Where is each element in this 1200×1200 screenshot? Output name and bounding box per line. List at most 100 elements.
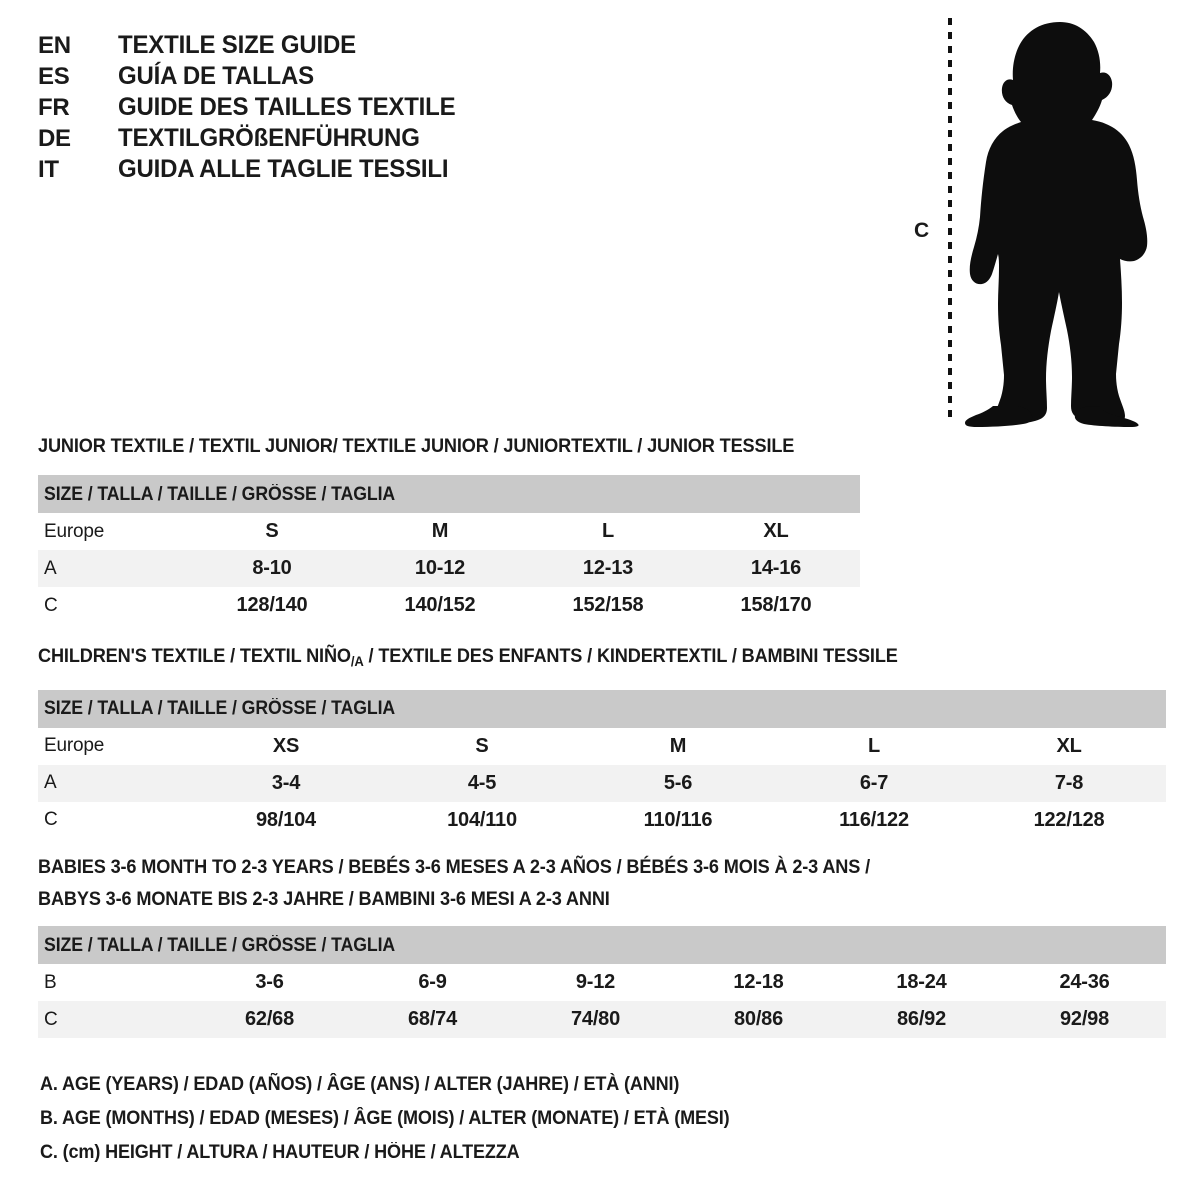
language-title-fr: GUIDE DES TAILLES TEXTILE <box>118 93 456 121</box>
measure-label-c: C <box>914 219 930 242</box>
size-table-babies: SIZE / TALLA / TAILLE / GRÖSSE / TAGLIA … <box>38 926 1167 1038</box>
row-label: B <box>38 964 188 1001</box>
cell: 12-18 <box>677 964 840 1001</box>
table-row: Europe S M L XL <box>38 513 860 550</box>
cell: 6-9 <box>351 964 514 1001</box>
cell: 86/92 <box>840 1001 1003 1038</box>
section-title-children-sub: /A <box>350 652 364 669</box>
language-row-it: IT GUIDA ALLE TAGLIE TESSILI <box>38 154 738 185</box>
cell: 18-24 <box>840 964 1003 1001</box>
size-table-junior: SIZE / TALLA / TAILLE / GRÖSSE / TAGLIA … <box>38 475 860 624</box>
language-title-de: TEXTILGRÖßENFÜHRUNG <box>118 124 420 152</box>
cell: 14-16 <box>692 550 860 587</box>
cell: 9-12 <box>514 964 677 1001</box>
language-row-fr: FR GUIDE DES TAILLES TEXTILE <box>38 92 738 123</box>
language-code-fr: FR <box>38 94 70 121</box>
row-label: A <box>38 764 188 802</box>
cell: 140/152 <box>356 587 524 624</box>
cell: 3-4 <box>188 764 384 802</box>
table-row: C 98/104 104/110 110/116 116/122 122/128 <box>38 801 1167 839</box>
cell: L <box>776 727 972 765</box>
size-table-children: SIZE / TALLA / TAILLE / GRÖSSE / TAGLIA … <box>38 689 1167 839</box>
language-code-en: EN <box>38 32 71 59</box>
cell: 6-7 <box>776 764 972 802</box>
language-title-en: TEXTILE SIZE GUIDE <box>118 31 356 59</box>
language-code-es: ES <box>38 63 70 90</box>
language-title-es: GUÍA DE TALLAS <box>118 62 314 90</box>
cell: 74/80 <box>514 1001 677 1038</box>
cell: M <box>356 513 524 550</box>
cell: 98/104 <box>188 801 384 839</box>
section-title-children-pre: CHILDREN'S TEXTILE / TEXTIL NIÑO <box>38 645 351 667</box>
child-silhouette-icon <box>960 18 1160 428</box>
legend-line-a: A. AGE (YEARS) / EDAD (AÑOS) / ÂGE (ANS)… <box>40 1068 730 1102</box>
section-junior-textile: JUNIOR TEXTILE / TEXTIL JUNIOR/ TEXTILE … <box>38 433 860 624</box>
table-bar-row: SIZE / TALLA / TAILLE / GRÖSSE / TAGLIA <box>38 689 1167 728</box>
language-header-block: EN TEXTILE SIZE GUIDE ES GUÍA DE TALLAS … <box>38 30 738 185</box>
cell: 110/116 <box>580 801 776 839</box>
legend-text-a: AGE (YEARS) / EDAD (AÑOS) / ÂGE (ANS) / … <box>61 1074 680 1095</box>
cell: 128/140 <box>188 587 356 624</box>
legend-text-c: (cm) HEIGHT / ALTURA / HAUTEUR / HÖHE / … <box>62 1142 520 1163</box>
legend-key-b: B. <box>40 1108 62 1129</box>
row-label: C <box>38 587 188 624</box>
size-bar-label-babies: SIZE / TALLA / TAILLE / GRÖSSE / TAGLIA <box>38 926 1167 964</box>
table-bar-row: SIZE / TALLA / TAILLE / GRÖSSE / TAGLIA <box>38 475 860 513</box>
legend-key-a: A. <box>40 1074 62 1095</box>
cell: 80/86 <box>677 1001 840 1038</box>
section-childrens-textile: CHILDREN'S TEXTILE / TEXTIL NIÑO/A / TEX… <box>38 643 1167 839</box>
table-row: B 3-6 6-9 9-12 12-18 18-24 24-36 <box>38 964 1167 1001</box>
measurement-legend: A. AGE (YEARS) / EDAD (AÑOS) / ÂGE (ANS)… <box>40 1068 766 1170</box>
cell: 158/170 <box>692 587 860 624</box>
table-row: A 8-10 10-12 12-13 14-16 <box>38 550 860 587</box>
table-row: A 3-4 4-5 5-6 6-7 7-8 <box>38 764 1167 802</box>
row-label: Europe <box>38 513 188 550</box>
language-code-de: DE <box>38 125 71 152</box>
table-row: C 62/68 68/74 74/80 80/86 86/92 92/98 <box>38 1001 1167 1038</box>
legend-text-b: AGE (MONTHS) / EDAD (MESES) / ÂGE (MOIS)… <box>61 1108 730 1129</box>
cell: 10-12 <box>356 550 524 587</box>
legend-key-c: C. <box>40 1142 63 1163</box>
language-row-es: ES GUÍA DE TALLAS <box>38 61 738 92</box>
language-row-en: EN TEXTILE SIZE GUIDE <box>38 30 738 61</box>
size-bar-label-junior: SIZE / TALLA / TAILLE / GRÖSSE / TAGLIA <box>38 475 860 513</box>
cell: 5-6 <box>580 764 776 802</box>
cell: XS <box>188 727 384 765</box>
section-title-children: CHILDREN'S TEXTILE / TEXTIL NIÑO/A / TEX… <box>38 643 1087 674</box>
cell: 104/110 <box>384 801 580 839</box>
height-measure-figure: C <box>900 8 1170 428</box>
cell: 12-13 <box>524 550 692 587</box>
section-title-children-post: / TEXTILE DES ENFANTS / KINDERTEXTIL / B… <box>363 645 898 667</box>
row-label: C <box>38 801 188 839</box>
cell: XL <box>692 513 860 550</box>
cell: 8-10 <box>188 550 356 587</box>
legend-line-b: B. AGE (MONTHS) / EDAD (MESES) / ÂGE (MO… <box>40 1102 730 1136</box>
cell: 62/68 <box>188 1001 351 1038</box>
section-title-babies-line1: BABIES 3-6 MONTH TO 2-3 YEARS / BEBÉS 3-… <box>38 856 871 878</box>
size-bar-label-children: SIZE / TALLA / TAILLE / GRÖSSE / TAGLIA <box>38 689 1167 728</box>
cell: S <box>188 513 356 550</box>
cell: 92/98 <box>1003 1001 1167 1038</box>
cell: 4-5 <box>384 764 580 802</box>
cell: 24-36 <box>1003 964 1167 1001</box>
cell: 3-6 <box>188 964 351 1001</box>
table-bar-row: SIZE / TALLA / TAILLE / GRÖSSE / TAGLIA <box>38 926 1167 964</box>
table-row: C 128/140 140/152 152/158 158/170 <box>38 587 860 624</box>
cell: 68/74 <box>351 1001 514 1038</box>
cell: 152/158 <box>524 587 692 624</box>
language-title-it: GUIDA ALLE TAGLIE TESSILI <box>118 155 449 183</box>
cell: S <box>384 727 580 765</box>
table-row: Europe XS S M L XL <box>38 727 1167 765</box>
cell: L <box>524 513 692 550</box>
cell: 116/122 <box>776 801 972 839</box>
section-babies-textile: BABIES 3-6 MONTH TO 2-3 YEARS / BEBÉS 3-… <box>38 854 1167 1038</box>
legend-line-c: C. (cm) HEIGHT / ALTURA / HAUTEUR / HÖHE… <box>40 1136 730 1170</box>
section-title-babies-line2: BABYS 3-6 MONATE BIS 2-3 JAHRE / BAMBINI… <box>38 888 610 910</box>
row-label: A <box>38 550 188 587</box>
cell: M <box>580 727 776 765</box>
cell: 122/128 <box>972 801 1167 839</box>
cell: XL <box>972 727 1167 765</box>
row-label: C <box>38 1001 188 1038</box>
language-code-it: IT <box>38 156 59 183</box>
section-title-junior: JUNIOR TEXTILE / TEXTIL JUNIOR/ TEXTILE … <box>38 435 795 457</box>
